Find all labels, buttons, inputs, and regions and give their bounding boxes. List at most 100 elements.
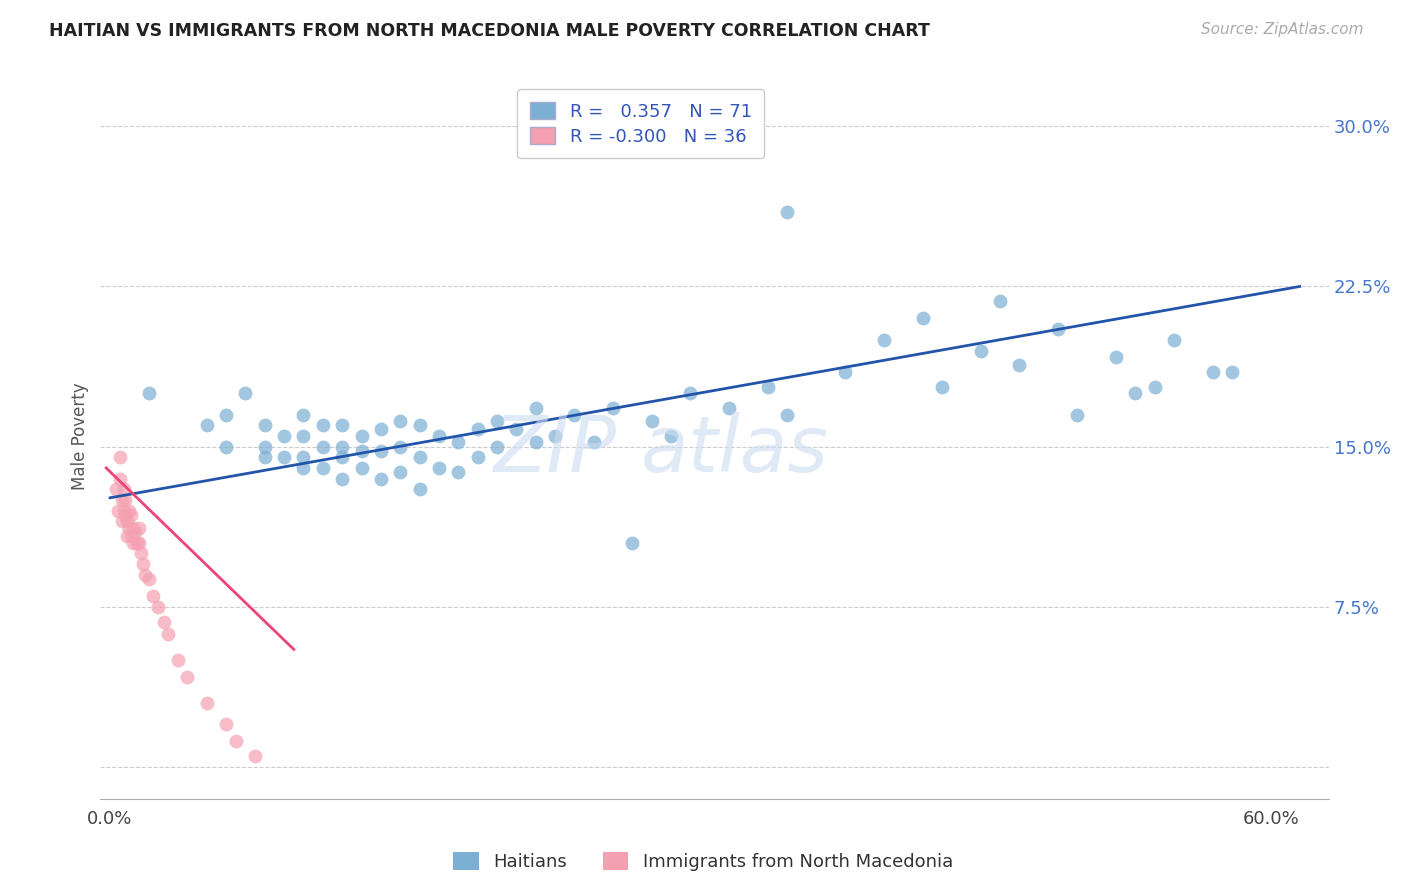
Point [718, 401, 741, 416]
Point [312, 418, 335, 433]
Point [195, 696, 218, 710]
Point [292, 408, 315, 422]
Point [166, 653, 188, 667]
Point [117, 529, 139, 543]
Point [330, 472, 353, 486]
Point [350, 443, 373, 458]
Point [157, 627, 180, 641]
Point [253, 418, 276, 433]
Point [1143, 380, 1166, 394]
Point [273, 429, 295, 443]
Point [370, 472, 392, 486]
Point [602, 401, 624, 416]
Point [253, 440, 276, 454]
Point [350, 429, 373, 443]
Point [467, 450, 489, 465]
Point [111, 492, 134, 507]
Legend: R =   0.357   N = 71, R = -0.300   N = 36: R = 0.357 N = 71, R = -0.300 N = 36 [517, 89, 765, 159]
Point [389, 414, 412, 428]
Point [485, 414, 508, 428]
Point [1202, 365, 1225, 379]
Point [659, 429, 682, 443]
Point [1066, 408, 1088, 422]
Point [582, 435, 605, 450]
Point [370, 443, 392, 458]
Point [142, 589, 165, 603]
Point [124, 524, 146, 539]
Point [243, 749, 266, 764]
Point [292, 429, 315, 443]
Point [969, 343, 991, 358]
Point [544, 429, 567, 443]
Point [911, 311, 934, 326]
Point [485, 440, 508, 454]
Point [253, 450, 276, 465]
Point [153, 615, 176, 629]
Point [122, 535, 145, 549]
Point [524, 435, 547, 450]
Point [273, 450, 295, 465]
Text: Source: ZipAtlas.com: Source: ZipAtlas.com [1201, 22, 1364, 37]
Point [107, 503, 129, 517]
Point [112, 483, 135, 497]
Point [118, 503, 141, 517]
Point [215, 440, 238, 454]
Point [1220, 365, 1243, 379]
Point [679, 386, 702, 401]
Point [292, 450, 315, 465]
Point [112, 503, 135, 517]
Point [235, 386, 257, 401]
Point [408, 450, 430, 465]
Point [138, 572, 160, 586]
Point [641, 414, 664, 428]
Point [122, 521, 145, 535]
Point [108, 450, 131, 465]
Point [776, 408, 799, 422]
Point [427, 461, 450, 475]
Point [330, 450, 353, 465]
Point [114, 508, 136, 522]
Point [312, 440, 335, 454]
Point [225, 734, 247, 748]
Point [104, 483, 127, 497]
Point [118, 521, 141, 535]
Point [330, 440, 353, 454]
Point [120, 508, 142, 522]
Point [128, 521, 150, 535]
Point [1123, 386, 1146, 401]
Point [128, 535, 150, 549]
Point [776, 204, 799, 219]
Point [127, 535, 149, 549]
Point [129, 546, 152, 560]
Point [176, 670, 198, 684]
Point [148, 599, 170, 614]
Point [292, 461, 315, 475]
Text: atlas: atlas [641, 412, 828, 489]
Point [195, 418, 218, 433]
Point [1046, 322, 1069, 336]
Point [134, 567, 156, 582]
Point [215, 408, 238, 422]
Point [1163, 333, 1185, 347]
Text: ZIP: ZIP [494, 412, 616, 489]
Point [330, 418, 353, 433]
Y-axis label: Male Poverty: Male Poverty [72, 382, 89, 490]
Point [108, 472, 131, 486]
Point [427, 429, 450, 443]
Point [389, 440, 412, 454]
Point [467, 423, 489, 437]
Point [117, 514, 139, 528]
Point [756, 380, 779, 394]
Point [505, 423, 527, 437]
Point [447, 435, 470, 450]
Point [389, 465, 412, 479]
Point [215, 717, 238, 731]
Point [447, 465, 470, 479]
Point [132, 557, 155, 571]
Point [111, 514, 134, 528]
Point [1008, 359, 1031, 373]
Point [834, 365, 856, 379]
Point [370, 423, 392, 437]
Point [873, 333, 896, 347]
Legend: Haitians, Immigrants from North Macedonia: Haitians, Immigrants from North Macedoni… [446, 846, 960, 879]
